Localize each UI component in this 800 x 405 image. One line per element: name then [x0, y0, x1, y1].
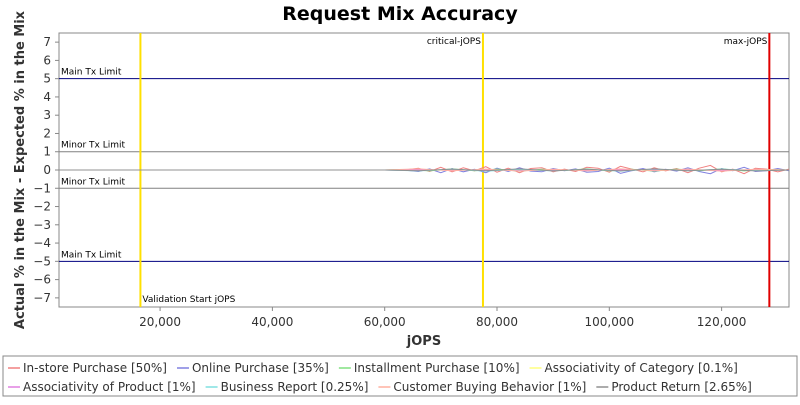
y-axis: −7 −6 −5 −4 −3 −2 −1 0 1 2 3 4 5 6 7 [33, 35, 59, 305]
legend-entry: Associativity of Product [1%] [23, 380, 196, 394]
legend-entry: Associativity of Category [0.1%] [545, 361, 738, 375]
horizontal-limit-label: Main Tx Limit [61, 250, 122, 260]
chart-title: Request Mix Accuracy [282, 3, 518, 25]
x-tick-label: 80,000 [476, 315, 518, 329]
y-tick-label: −4 [33, 236, 51, 250]
horizontal-limit-label: Minor Tx Limit [61, 177, 126, 187]
y-tick-label: 7 [43, 35, 51, 49]
series-line [59, 164, 790, 175]
y-tick-label: 5 [43, 72, 51, 86]
series-line [59, 168, 790, 172]
y-tick-label: −6 [33, 273, 51, 287]
y-axis-label: Actual % in the Mix - Expected % in the … [13, 10, 28, 329]
legend-entry: Product Return [2.65%] [611, 380, 752, 394]
y-tick-label: −2 [33, 200, 51, 214]
y-tick-label: 3 [43, 108, 51, 122]
y-tick-label: 6 [43, 53, 51, 67]
vertical-marker-label: critical-jOPS [427, 37, 481, 47]
x-tick-label: 120,000 [697, 315, 747, 329]
x-axis: 20,000 40,000 60,000 80,000 100,000 120,000 [139, 307, 746, 329]
vertical-marker-label: Validation Start jOPS [142, 295, 235, 305]
vertical-marker-label: max-jOPS [724, 37, 768, 47]
y-tick-label: 0 [43, 163, 51, 177]
y-tick-label: 2 [43, 126, 51, 140]
legend-entry: Online Purchase [35%] [192, 361, 329, 375]
horizontal-limit-label: Minor Tx Limit [61, 141, 126, 151]
series-layer [59, 164, 790, 175]
x-tick-label: 40,000 [251, 315, 293, 329]
legend: In-store Purchase [50%] Online Purchase [… [8, 361, 752, 394]
y-tick-label: −1 [33, 181, 51, 195]
horizontal-limit-label: Main Tx Limit [61, 68, 122, 78]
x-axis-label: jOPS [406, 334, 441, 349]
y-tick-label: −3 [33, 218, 51, 232]
x-tick-label: 100,000 [584, 315, 634, 329]
legend-entry: In-store Purchase [50%] [23, 361, 167, 375]
y-tick-label: −5 [33, 254, 51, 268]
y-tick-label: 1 [43, 145, 51, 159]
y-tick-label: −7 [33, 291, 51, 305]
legend-box [2, 355, 798, 397]
y-tick-label: 4 [43, 90, 51, 104]
x-tick-label: 60,000 [364, 315, 406, 329]
x-tick-label: 20,000 [139, 315, 181, 329]
legend-entry: Business Report [0.25%] [221, 380, 369, 394]
legend-entry: Installment Purchase [10%] [354, 361, 520, 375]
legend-entry: Customer Buying Behavior [1%] [393, 380, 586, 394]
